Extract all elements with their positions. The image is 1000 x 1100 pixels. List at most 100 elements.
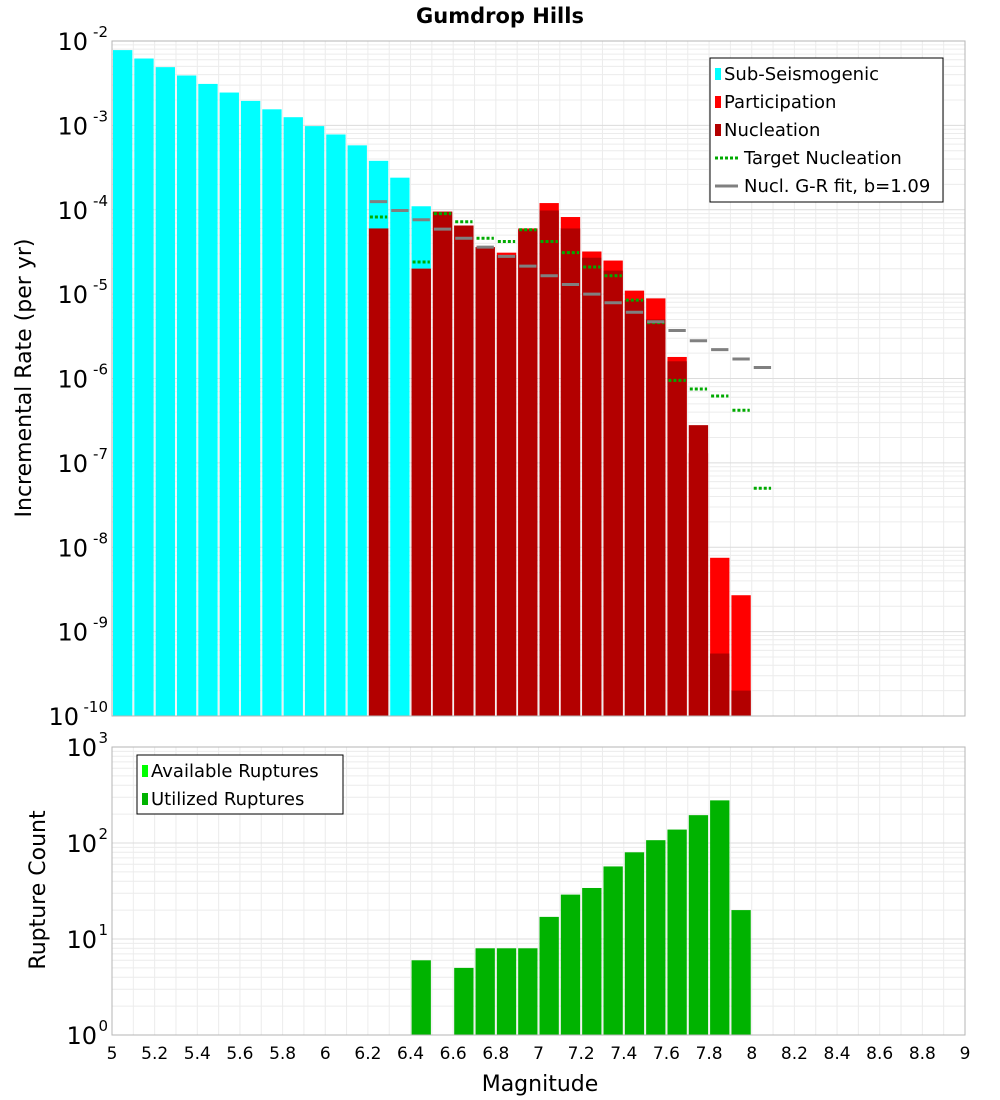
y-tick-label: 10 <box>66 926 97 954</box>
top-bar-2 <box>560 228 581 716</box>
legend-swatch <box>715 68 721 80</box>
rupture-bar-1 <box>518 948 538 1035</box>
x-tick-label: 7.2 <box>568 1044 595 1064</box>
x-tick-labels: 5 5.2 5.4 5.6 5.8 6 6.2 6.4 6.6 6.8 7 7.2 7.4 7.6 7.8 8… <box>107 1044 971 1064</box>
y-tick-label: 10 <box>57 619 88 647</box>
rupture-bar-1 <box>731 910 751 1035</box>
top-bar-0 <box>262 109 282 716</box>
y-tick-label: 10 <box>57 450 88 478</box>
y-tick-exponent: -6 <box>93 361 108 379</box>
top-bar-0 <box>304 126 325 717</box>
top-legend: Sub-Seismogenic Participation Nucleation Ta… <box>709 57 944 203</box>
top-bar-0 <box>283 117 303 716</box>
y-tick-label: 10 <box>57 112 88 140</box>
legend-label: Participation <box>724 92 836 113</box>
top-bar-0 <box>326 134 346 717</box>
rupture-bar-1 <box>688 815 709 1035</box>
top-bar-0 <box>347 145 367 717</box>
y-tick-exponent: 0 <box>98 1017 108 1035</box>
plot-frame <box>111 40 966 717</box>
x-tick-label: 7 <box>533 1044 544 1064</box>
rupture-bar-1 <box>496 948 517 1035</box>
top-bar-2 <box>539 210 559 716</box>
x-tick-label: 5.2 <box>141 1044 168 1064</box>
rupture-bar-1 <box>582 887 602 1035</box>
x-tick-label: 6.6 <box>440 1044 467 1064</box>
top-bar-2 <box>411 268 431 716</box>
rupture-bar-1 <box>475 948 495 1035</box>
y-tick-exponent: -5 <box>93 276 108 294</box>
x-tick-label: 8.8 <box>909 1044 936 1064</box>
rupture-bar-1 <box>624 852 645 1035</box>
rupture-bar-1 <box>539 916 559 1035</box>
x-tick-label: 6.8 <box>482 1044 509 1064</box>
legend-label: Target Nucleation <box>743 148 902 169</box>
chart-title: Gumdrop Hills <box>416 4 584 28</box>
x-axis-label: Magnitude <box>482 1072 599 1097</box>
x-tick-label: 8.6 <box>866 1044 893 1064</box>
top-bar-2 <box>710 653 730 716</box>
y-tick-label: 10 <box>66 1022 97 1050</box>
x-tick-label: 7.4 <box>610 1044 637 1064</box>
top-bar-2 <box>731 690 751 716</box>
top-bar-2 <box>624 300 645 716</box>
top-y-axis-label: Incremental Rate (per yr) <box>12 239 37 518</box>
top-bar-2 <box>582 257 602 716</box>
plot-frame <box>111 746 966 1036</box>
y-tick-label: 10 <box>57 534 88 562</box>
x-tick-label: 8.4 <box>824 1044 851 1064</box>
legend-label: Sub-Seismogenic <box>724 64 879 85</box>
x-tick-label: 6.4 <box>397 1044 424 1064</box>
top-plot: 10 -10 10 -9 10 -8 10 -7 10 -6 10 -5 10 -4 10 -3 10 -2 Sub… <box>48 23 966 731</box>
y-tick-exponent: -9 <box>93 614 108 632</box>
legend-label: Nucl. G-R fit, b=1.09 <box>744 176 930 197</box>
legend-label: Nucleation <box>724 120 820 141</box>
legend-box <box>136 754 344 815</box>
rupture-bar-1 <box>646 840 666 1035</box>
top-bar-2 <box>603 270 623 716</box>
legend-label: Utilized Ruptures <box>151 789 304 810</box>
top-bar-2 <box>518 229 538 717</box>
top-bar-0 <box>134 58 154 716</box>
y-tick-label: 10 <box>57 281 88 309</box>
y-tick-exponent: -2 <box>93 23 108 41</box>
top-bar-2 <box>646 319 666 716</box>
y-tick-exponent: -4 <box>93 192 108 210</box>
y-tick-exponent: 3 <box>98 729 108 747</box>
y-tick-label: 10 <box>57 197 88 225</box>
rupture-bar-1 <box>603 866 623 1035</box>
top-bar-0 <box>198 83 218 716</box>
legend-swatch <box>142 793 148 805</box>
top-bar-0 <box>176 75 197 717</box>
y-tick-exponent: 2 <box>98 825 108 843</box>
x-tick-label: 8 <box>746 1044 757 1064</box>
x-tick-label: 9 <box>960 1044 971 1064</box>
x-tick-label: 5.4 <box>184 1044 211 1064</box>
y-tick-label: 10 <box>66 734 97 762</box>
top-bar-2 <box>475 247 495 716</box>
top-bar-0 <box>113 50 133 717</box>
x-tick-label: 6 <box>320 1044 331 1064</box>
rupture-bar-1 <box>454 967 474 1035</box>
y-tick-label: 10 <box>57 366 88 394</box>
x-tick-label: 5.8 <box>269 1044 296 1064</box>
top-bar-0 <box>240 100 261 717</box>
y-tick-exponent: -3 <box>93 107 108 125</box>
top-bar-0 <box>390 177 410 716</box>
y-tick-exponent: -8 <box>93 529 108 547</box>
x-tick-label: 7.8 <box>696 1044 723 1064</box>
top-bar-1 <box>731 595 751 716</box>
x-tick-label: 7.6 <box>653 1044 680 1064</box>
top-bar-2 <box>667 361 687 716</box>
x-tick-label: 8.2 <box>781 1044 808 1064</box>
x-tick-label: 5 <box>107 1044 118 1064</box>
y-tick-exponent: -10 <box>84 698 109 716</box>
y-tick-exponent: -7 <box>93 445 108 463</box>
legend-swatch <box>715 96 721 108</box>
rupture-bar-1 <box>411 960 431 1035</box>
y-tick-exponent: 1 <box>98 921 108 939</box>
legend-label: Available Ruptures <box>151 761 319 782</box>
legend-swatch <box>715 124 721 136</box>
top-bar-2 <box>688 425 709 716</box>
